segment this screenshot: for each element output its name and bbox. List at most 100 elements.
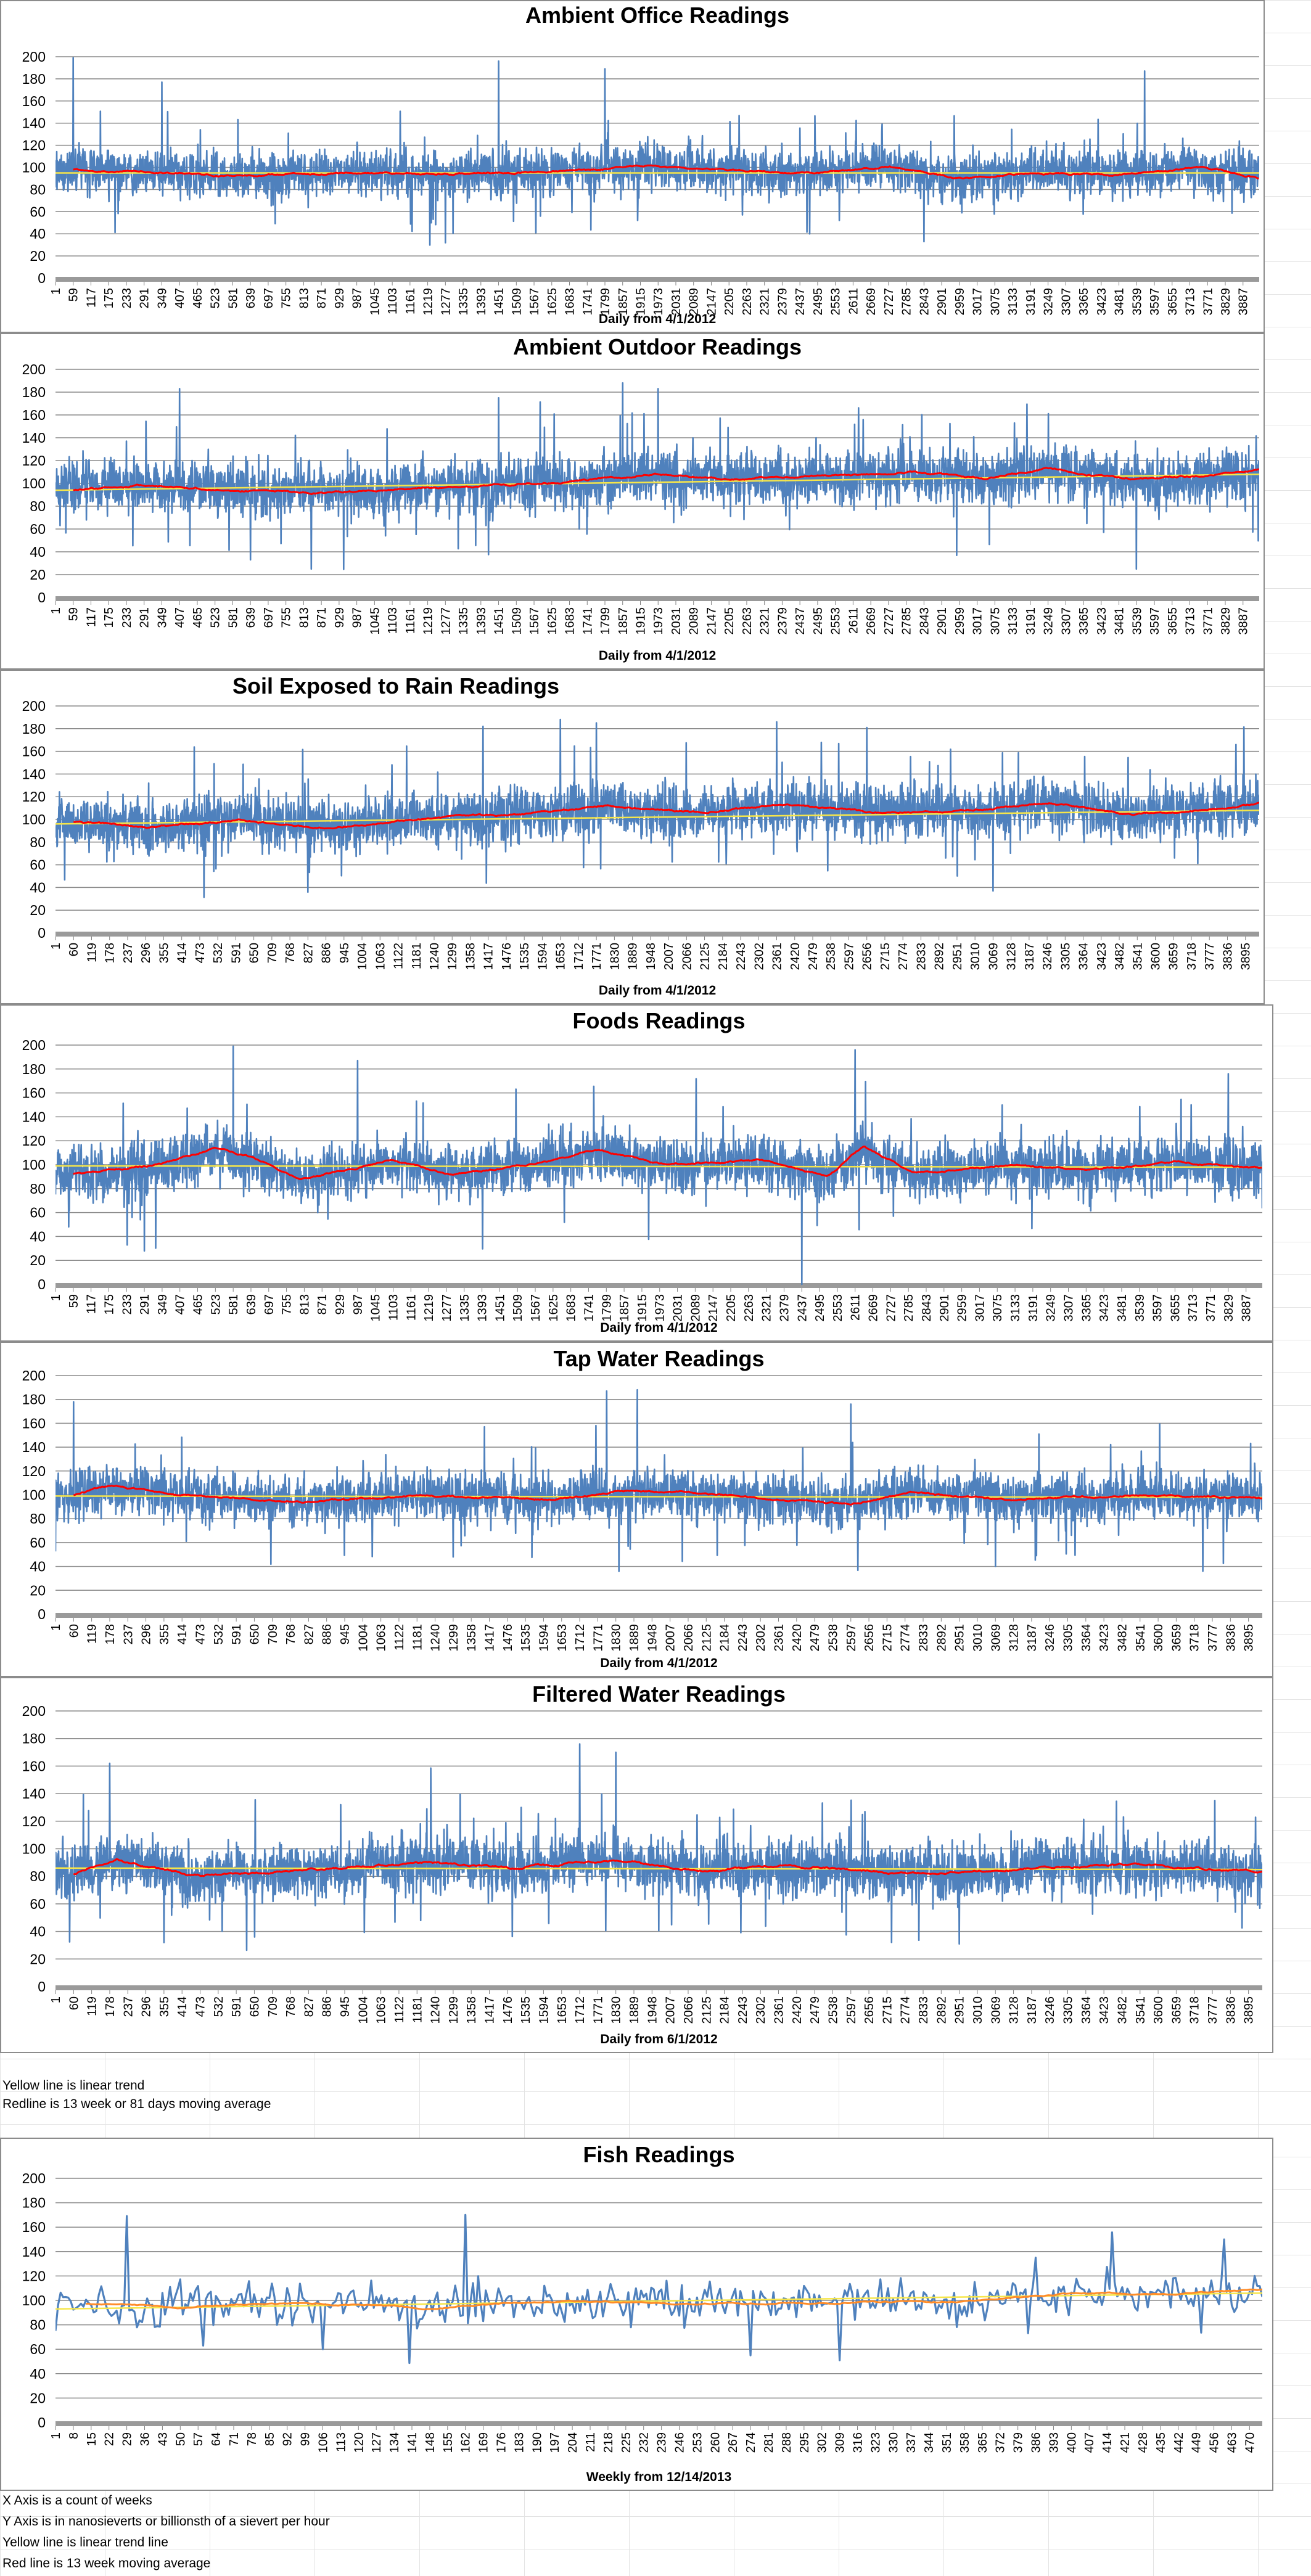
- x-tick-label: 1915: [634, 607, 647, 635]
- x-axis-title: Weekly from 12/14/2013: [586, 2470, 731, 2484]
- x-tick-label: 3600: [1152, 1996, 1165, 2024]
- x-tick-label: 407: [1083, 2432, 1096, 2453]
- x-tick-label: 3481: [1113, 607, 1127, 635]
- y-tick-label: 60: [30, 1535, 46, 1551]
- x-tick-label: 2420: [791, 1996, 804, 2024]
- x-tick-label: 59: [67, 288, 81, 301]
- x-tick-label: 232: [638, 2432, 651, 2453]
- plot-area: [55, 1045, 1262, 1286]
- x-tick-label: 697: [262, 288, 276, 308]
- x-tick-label: 2125: [700, 1624, 713, 1652]
- x-tick-label: 2833: [917, 1624, 931, 1652]
- x-tick-label: 1799: [599, 288, 612, 316]
- moving-average-line: [73, 1146, 1262, 1181]
- x-tick-label: 3895: [1243, 1996, 1256, 2024]
- x-tick-label: 945: [338, 943, 351, 963]
- x-tick-label: 3895: [1243, 1624, 1256, 1652]
- y-tick-label: 40: [30, 2366, 46, 2382]
- y-tick-label: 140: [22, 766, 46, 782]
- x-tick-label: 473: [194, 943, 207, 963]
- x-tick-label: 886: [321, 1996, 334, 2017]
- chart-soil-exposed-to-rain[interactable]: Soil Exposed to Rain Readings 0 20 40 60 80 10…: [0, 670, 1265, 1004]
- x-tick-label: 3133: [1006, 607, 1020, 635]
- x-tick-label: 2089: [689, 1294, 702, 1322]
- plot-area: [55, 2213, 1262, 2365]
- x-tick-label: 267: [726, 2432, 740, 2453]
- x-tick-label: 1335: [457, 607, 471, 635]
- x-tick-label: 1103: [386, 288, 400, 314]
- x-tick-label: 175: [102, 607, 116, 628]
- y-tick-label: 100: [22, 2292, 46, 2308]
- x-tick-label: 2321: [758, 607, 772, 635]
- x-axis-title: Daily from 4/1/2012: [599, 649, 716, 663]
- y-tick-label: 60: [30, 857, 46, 873]
- x-axis-line: [55, 277, 1259, 282]
- linear-trend-line: [55, 1867, 1262, 1871]
- x-tick-label: 2066: [682, 1624, 696, 1652]
- x-tick-label: 1741: [581, 607, 594, 635]
- x-tick-label: 2495: [812, 288, 825, 316]
- chart-ambient-office[interactable]: Ambient Office Readings 0 20 40 60 80 100 120 14…: [0, 0, 1265, 333]
- x-tick-label: 316: [852, 2432, 865, 2453]
- x-tick-label: 1219: [422, 1294, 436, 1322]
- x-tick-label: 1712: [573, 1996, 587, 2024]
- chart-filtered-water[interactable]: Filtered Water Readings 0 20 40 60 80 100 120 14…: [0, 1677, 1273, 2053]
- x-axis-line: [55, 1985, 1262, 1990]
- x-tick-label: 639: [244, 288, 258, 308]
- x-tick-label: 929: [334, 1294, 347, 1315]
- y-tick-label: 80: [30, 181, 46, 197]
- x-tick-label: 1948: [644, 943, 658, 970]
- y-tick-label: 200: [22, 2170, 46, 2186]
- x-tick-label: 119: [85, 943, 99, 962]
- chart-fish[interactable]: Fish Readings 0 20 40 60 80 100 120 140 160 180 200…: [0, 2138, 1273, 2491]
- y-tick-label: 160: [22, 407, 46, 423]
- x-tick-label: 449: [1190, 2432, 1204, 2453]
- x-tick-label: 2843: [920, 1294, 934, 1322]
- x-tick-label: 827: [302, 1996, 316, 2017]
- x-tick-label: 3423: [1098, 1294, 1111, 1322]
- x-tick-label: 3249: [1045, 1294, 1058, 1322]
- x-tick-label: 2892: [933, 943, 947, 970]
- y-tick-label: 20: [30, 1951, 46, 1967]
- x-tick-label: 239: [656, 2432, 669, 2453]
- y-tick-label: 0: [38, 1979, 46, 1995]
- chart-soil-exposed-to-rain-svg: Soil Exposed to Rain Readings 0 20 40 60 80 10…: [22, 673, 1259, 998]
- x-tick-label: 117: [84, 607, 98, 627]
- x-tick-label: 1830: [610, 1996, 623, 2024]
- chart-tap-water[interactable]: Tap Water Readings 0 20 40 60 80 100 120 140 160 1…: [0, 1342, 1273, 1677]
- moving-average-line: [86, 2288, 1262, 2311]
- y-tick-label: 20: [30, 1252, 46, 1268]
- chart-ambient-outdoor[interactable]: Ambient Outdoor Readings 0 20 40 60 80 100 120 1…: [0, 333, 1265, 670]
- y-tick-label: 140: [22, 1439, 46, 1455]
- x-tick-label: 3655: [1166, 607, 1180, 635]
- x-tick-label: 3246: [1043, 1624, 1057, 1652]
- x-tick-label: 1915: [634, 288, 647, 316]
- y-tick-label: 120: [22, 1133, 46, 1149]
- x-tick-label: 3539: [1130, 607, 1144, 635]
- x-tick-label: 945: [339, 1624, 352, 1644]
- x-tick-label: 2553: [831, 1294, 845, 1322]
- x-tick-label: 2715: [879, 943, 892, 970]
- x-tick-label: 155: [442, 2432, 455, 2453]
- x-tick-label: 344: [923, 2432, 936, 2453]
- x-tick-label: 1509: [511, 1294, 525, 1322]
- x-tick-label: 2774: [899, 1996, 913, 2024]
- x-tick-label: 3307: [1062, 1294, 1076, 1322]
- readings-series-line: [55, 57, 1259, 246]
- x-tick-label: 709: [266, 1624, 280, 1644]
- chart-foods[interactable]: Foods Readings 0 20 40 60 80 100 120 140 160 180 20…: [0, 1004, 1273, 1342]
- x-tick-label: 175: [102, 1294, 116, 1315]
- y-tick-label: 0: [38, 2414, 46, 2430]
- x-tick-label: 2669: [865, 288, 878, 316]
- y-tick-label: 80: [30, 834, 46, 850]
- x-tick-label: 2243: [736, 1624, 750, 1652]
- x-tick-label: 1181: [411, 1996, 424, 2023]
- x-tick-label: 1535: [518, 943, 532, 970]
- x-axis-title: Daily from 6/1/2012: [600, 2032, 717, 2046]
- x-tick-label: 591: [230, 1996, 244, 2017]
- x-tick-label: 414: [1101, 2432, 1114, 2453]
- x-tick-label: 2774: [897, 943, 910, 970]
- x-tick-label: 1625: [546, 288, 559, 316]
- x-tick-label: 3836: [1221, 943, 1235, 970]
- x-tick-label: 2147: [705, 607, 718, 635]
